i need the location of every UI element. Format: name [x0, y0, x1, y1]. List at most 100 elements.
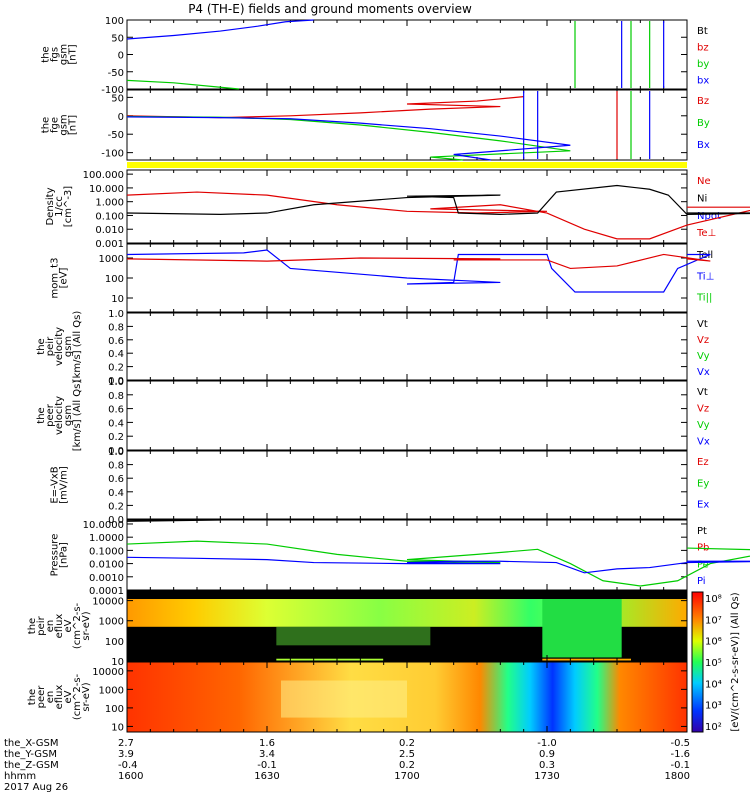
x-tick-value: 1.6 — [259, 738, 275, 749]
legend-Ez: Ez — [697, 457, 709, 468]
y-tick-label: 0.6 — [108, 405, 124, 416]
panel-frame — [126, 89, 688, 161]
colorbar — [691, 591, 704, 733]
y-axis-label: [nT] — [68, 115, 79, 135]
y-axis-label: the — [27, 689, 38, 705]
panel-peir_velocity: 1.0 0.8 0.6 0.4 0.2 0.0 thepeirvelocitygsm[km/… — [36, 309, 710, 387]
panel-frame — [126, 450, 688, 520]
y-axis-label: (cm^2-s- — [72, 602, 83, 649]
legend-Vt: Vt — [697, 387, 708, 398]
legend-Ex: Ex — [697, 500, 709, 511]
legend-Pt: Pt — [697, 526, 707, 537]
x-tick-value: 0.2 — [399, 738, 415, 749]
y-axis-label: mom_t3 — [50, 258, 61, 299]
x-tick-value: -0.1 — [670, 760, 690, 771]
legend-Bt: Bt — [697, 26, 708, 37]
colorbar-tick-label: 10² — [705, 722, 722, 733]
legend-Vx: Vx — [697, 367, 710, 378]
colorbar-tick-label: 10³ — [705, 701, 722, 712]
panel-peer_spec: 10000 1000 100 10 thepeerenefluxeV(cm^2-s-sr… — [27, 661, 688, 733]
y-tick-label: 0.010 — [95, 225, 124, 236]
y-tick-label: 0.8 — [108, 391, 124, 402]
x-tick-value: 1730 — [534, 771, 559, 782]
y-tick-label: 0.0010 — [89, 573, 124, 584]
y-axis-label: sr-eV) — [81, 682, 92, 711]
y-axis-label: the — [41, 46, 52, 62]
status-bar — [127, 162, 687, 168]
x-axis-row-label: the_Y-GSM — [4, 749, 57, 760]
x-tick-value: -0.5 — [670, 738, 690, 749]
panel-frame — [126, 312, 688, 381]
x-tick-value: 0.3 — [539, 760, 555, 771]
x-tick-value: -1.6 — [670, 749, 690, 760]
y-tick-label: 50 — [111, 93, 124, 104]
ion-low-energy-strip-2 — [276, 658, 384, 662]
panel-mom_t3: 1000 100 10 mom_t3[eV] Tell Ti⊥ Ti|| — [50, 243, 714, 313]
x-tick-value: 3.9 — [118, 749, 134, 760]
y-tick-label: 0.0 — [108, 446, 124, 457]
x-tick-value: 1600 — [118, 771, 143, 782]
legend-bx: bx — [697, 75, 709, 86]
x-tick-value: 2.7 — [118, 738, 134, 749]
y-tick-label: -100 — [101, 149, 124, 160]
y-axis-label: [nT] — [68, 44, 79, 64]
series-bx — [126, 19, 314, 40]
y-axis-label: velocity — [54, 327, 65, 366]
legend-Ne: Ne — [697, 176, 711, 187]
y-tick-label: 0 — [118, 112, 124, 123]
y-axis-label: Density — [45, 187, 56, 225]
y-axis-label: fge — [50, 117, 61, 133]
y-axis-label: eV — [63, 619, 74, 632]
panel-pressure: 10.0000 1.0000 0.1000 0.0100 0.0010 0.0001 Pre… — [50, 519, 750, 597]
y-tick-label: 1.000 — [95, 198, 124, 209]
y-tick-label: 1.0 — [108, 447, 124, 458]
y-axis-label: the — [27, 618, 38, 634]
electron-plasma-sheet — [281, 680, 407, 718]
y-axis-label: [nPa] — [59, 542, 70, 568]
series-Ti — [126, 249, 711, 293]
y-axis-label: [mV/m] — [59, 466, 70, 504]
y-tick-label: 0.4 — [108, 418, 124, 429]
y-tick-label: 0.100 — [95, 211, 124, 222]
y-axis-label: gsm — [63, 405, 74, 426]
panel-density: 100.000 10.000 1.000 0.100 0.010 0.001 Density… — [45, 169, 750, 250]
x-tick-value: 0.2 — [399, 760, 415, 771]
series-By — [126, 115, 571, 161]
y-axis-label: peir — [36, 615, 47, 635]
y-tick-label: 0.001 — [95, 239, 124, 250]
y-axis-label: [km/s] (All Qs) — [72, 380, 83, 452]
panel-frame — [126, 380, 688, 451]
colorbar-tick-label: 10⁴ — [705, 679, 722, 690]
page-title: P4 (TH-E) fields and ground moments over… — [188, 2, 472, 16]
legend-by: by — [697, 59, 709, 70]
y-tick-label: 0.8 — [108, 461, 124, 472]
x-tick-value: 2.5 — [399, 749, 415, 760]
y-tick-label: 100 — [105, 704, 124, 715]
series-Te — [126, 253, 711, 270]
x-tick-value: -0.4 — [118, 760, 138, 771]
y-tick-label: 0.2 — [108, 501, 124, 512]
y-axis-label: the — [36, 338, 47, 354]
y-tick-label: 10 — [111, 722, 124, 733]
colorbar-tick-label: 10⁷ — [705, 615, 722, 626]
legend-Vz: Vz — [697, 403, 709, 414]
y-tick-label: -50 — [108, 68, 124, 79]
x-axis-row-label: hhmm — [4, 771, 36, 782]
y-tick-label: 10 — [111, 294, 124, 305]
y-tick-label: 1.0 — [108, 309, 124, 320]
colorbar-tick-label: 10⁶ — [705, 637, 722, 648]
x-tick-value: -0.1 — [257, 760, 277, 771]
y-axis-label: (cm^2-s- — [72, 673, 83, 720]
legend-Bz: Bz — [697, 96, 709, 107]
y-axis-label: velocity — [54, 396, 65, 435]
x-axis-row-label: 2017 Aug 26 — [4, 782, 68, 793]
legend-Vy: Vy — [697, 420, 710, 431]
y-axis-label: eflux — [54, 614, 65, 639]
y-axis-label: fgs — [50, 47, 61, 62]
y-tick-label: 0.2 — [108, 363, 124, 374]
y-axis-label: eflux — [54, 685, 65, 710]
y-axis-label: Pressure — [50, 534, 61, 577]
series-Ne — [126, 191, 750, 240]
